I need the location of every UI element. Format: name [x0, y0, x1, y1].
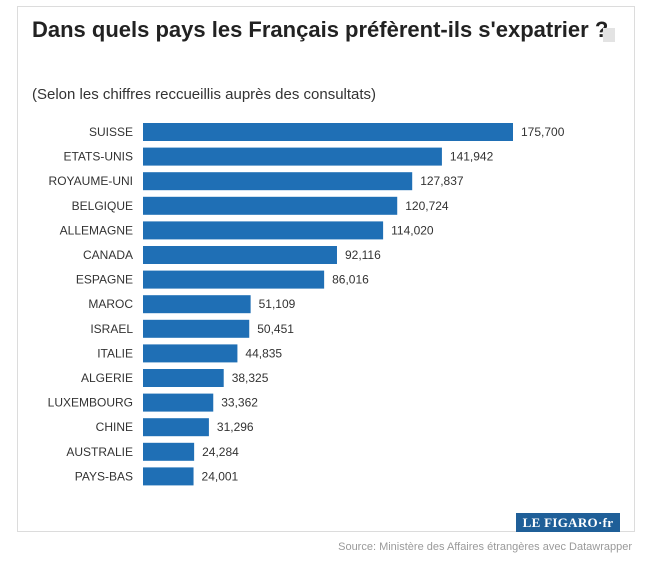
bar[interactable] [143, 418, 209, 437]
category-label: SUISSE [89, 125, 133, 139]
category-label: ALLEMAGNE [60, 223, 133, 237]
bar[interactable] [143, 147, 442, 166]
category-label: BELGIQUE [72, 199, 133, 213]
value-label: 33,362 [221, 396, 258, 410]
category-label: LUXEMBOURG [48, 396, 133, 410]
bar[interactable] [143, 295, 251, 314]
category-label: AUSTRALIE [66, 445, 133, 459]
source-note: Source: Ministère des Affaires étrangère… [338, 541, 632, 553]
category-label: ETATS-UNIS [63, 150, 133, 164]
bar[interactable] [143, 467, 194, 486]
bar[interactable] [143, 123, 513, 141]
chart-title: Dans quels pays les Français préfèrent-i… [32, 17, 609, 42]
value-label: 24,284 [202, 445, 239, 459]
bar[interactable] [143, 442, 195, 461]
value-label: 50,451 [257, 322, 294, 336]
bar[interactable] [143, 246, 337, 264]
bar[interactable] [143, 344, 238, 363]
value-label: 31,296 [217, 420, 254, 434]
le-figaro-logo[interactable]: LE FIGARO·fr [516, 513, 620, 532]
bar[interactable] [143, 393, 214, 412]
value-label: 141,942 [450, 150, 494, 164]
value-label: 114,020 [391, 223, 434, 237]
value-label: 51,109 [259, 297, 296, 311]
bar[interactable] [143, 196, 398, 215]
bar[interactable] [143, 369, 224, 387]
category-label: ESPAGNE [76, 273, 133, 287]
value-label: 92,116 [345, 248, 381, 262]
chart-subtitle: (Selon les chiffres reccueillis auprès d… [32, 86, 377, 103]
category-label: CANADA [83, 248, 133, 262]
bar[interactable] [143, 270, 325, 289]
value-label: 120,724 [405, 199, 449, 213]
category-label: ALGERIE [81, 371, 133, 385]
bar[interactable] [143, 221, 384, 240]
bar[interactable] [143, 172, 413, 191]
value-label: 38,325 [232, 371, 269, 385]
value-label: 127,837 [420, 174, 464, 188]
category-label: PAYS-BAS [75, 469, 133, 483]
category-label: ITALIE [97, 346, 133, 360]
category-label: ISRAEL [90, 322, 133, 336]
category-label: CHINE [96, 420, 133, 434]
value-label: 86,016 [332, 273, 369, 287]
bar[interactable] [143, 319, 250, 338]
value-label: 175,700 [521, 125, 565, 139]
corner-mark [603, 28, 615, 42]
category-label: MAROC [88, 297, 133, 311]
chart-frame [17, 6, 635, 532]
category-label: ROYAUME-UNI [49, 174, 133, 188]
value-label: 24,001 [202, 469, 239, 483]
value-label: 44,835 [245, 346, 282, 360]
